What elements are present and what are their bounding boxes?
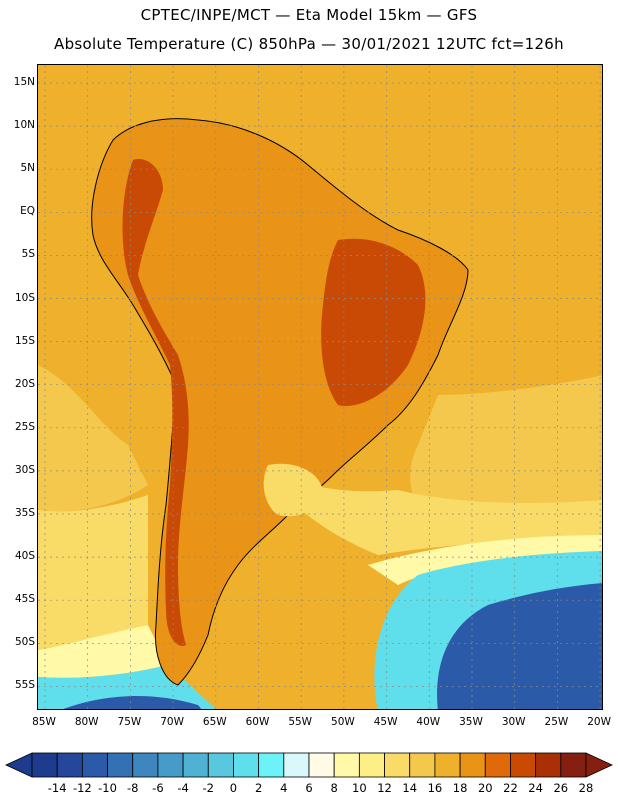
colorbar-swatch [308, 752, 335, 778]
latitude-label: 50S [14, 636, 35, 649]
latitude-label: 15S [14, 334, 35, 347]
colorbar-right-arrow [585, 752, 613, 778]
colorbar-tick-label: 18 [452, 781, 468, 795]
colorbar-swatch [333, 752, 360, 778]
colorbar-swatch [459, 752, 486, 778]
mild-ocean-region [38, 465, 602, 650]
colorbar-tick-label: 28 [578, 781, 594, 795]
colorbar [5, 752, 613, 778]
longitude-label: 40W [416, 716, 441, 728]
colorbar-swatch [535, 752, 562, 778]
colorbar-tick-label: 10 [352, 781, 367, 795]
colorbar-tick-label: 26 [553, 781, 569, 795]
colorbar-swatch [107, 752, 134, 778]
map-panel [37, 64, 603, 710]
latitude-label: 25S [14, 420, 35, 433]
longitude-label: 20W [587, 716, 611, 728]
colorbar-tick-label: 8 [330, 781, 338, 795]
colorbar-swatch [233, 752, 260, 778]
colorbar-swatch [358, 752, 385, 778]
latitude-label: 40S [14, 550, 35, 563]
rio-de-la-plata-cool-area [263, 463, 323, 517]
map-title: CPTEC/INPE/MCT — Eta Model 15km — GFS [140, 6, 478, 24]
longitude-label: 60W [245, 716, 270, 728]
colorbar-tick-label: 2 [254, 781, 263, 795]
colorbar-swatch [283, 752, 310, 778]
colorbar-swatches [31, 752, 587, 778]
colorbar-swatch [157, 752, 184, 778]
colorbar-swatch [56, 752, 83, 778]
longitude-label: 85W [32, 716, 56, 728]
latitude-label: 10N [13, 119, 35, 132]
warm-ocean-region [38, 365, 602, 535]
longitude-label: 25W [544, 716, 569, 728]
colorbar-swatch [409, 752, 436, 778]
colorbar-tick-label: -12 [72, 781, 92, 795]
colorbar-tick-label: 12 [377, 781, 392, 795]
lat-lon-grid [38, 65, 602, 709]
latitude-label: 55S [14, 679, 35, 692]
latitude-label: EQ [20, 205, 35, 218]
colorbar-tick-label: 4 [280, 781, 288, 795]
longitude-label: 55W [288, 716, 313, 728]
colorbar-tick-label: 22 [503, 781, 518, 795]
latitude-label: 35S [14, 507, 35, 519]
colorbar-swatch [384, 752, 411, 778]
latitude-label: 5N [20, 162, 35, 175]
map-subtitle: Absolute Temperature (C) 850hPa — 30/01/… [54, 35, 564, 53]
latitude-label: 10S [14, 291, 35, 304]
longitude-label: 80W [74, 716, 99, 728]
latitude-label: 20S [14, 377, 35, 390]
temperature-map [38, 65, 602, 709]
colorbar-swatch [510, 752, 537, 778]
cool-ocean-region [38, 535, 602, 678]
latitude-label: 30S [14, 463, 35, 476]
latitude-label: 15N [13, 76, 35, 88]
colorbar-tick-label: 6 [305, 781, 313, 795]
longitude-label: 65W [202, 716, 227, 728]
colorbar-swatch [434, 752, 461, 778]
colorbar-tick-label: 16 [427, 781, 443, 795]
colorbar-swatch [484, 752, 511, 778]
longitude-label: 35W [459, 716, 483, 728]
longitude-label: 30W [501, 716, 526, 728]
colorbar-swatch [258, 752, 285, 778]
colorbar-swatch [560, 752, 587, 778]
longitude-label: 50W [331, 716, 355, 728]
colorbar-tick-label: 20 [477, 781, 493, 795]
colorbar-tick-label: 14 [402, 781, 418, 795]
colorbar-tick-label: -2 [202, 781, 214, 795]
colorbar-tick-label: -6 [152, 781, 164, 795]
colorbar-tick-label: 24 [528, 781, 543, 795]
colorbar-tick-label: -8 [126, 781, 139, 795]
coldest-ocean-region [63, 583, 602, 709]
latitude-label: 45S [14, 593, 35, 606]
colorbar-swatch [132, 752, 159, 778]
longitude-label: 45W [373, 716, 398, 728]
andes-warm-band [122, 159, 426, 646]
colorbar-tick-label: -4 [177, 781, 189, 795]
latitude-label: 5S [21, 248, 35, 261]
colorbar-swatch [207, 752, 234, 778]
colorbar-left-arrow [5, 752, 33, 778]
colorbar-swatch [81, 752, 108, 778]
colorbar-tick-label: -14 [47, 781, 67, 795]
longitude-label: 70W [160, 716, 184, 728]
colorbar-tick-label: -10 [98, 781, 117, 795]
longitude-label: 75W [117, 716, 142, 728]
colorbar-tick-label: 0 [229, 781, 238, 795]
colorbar-swatch [31, 752, 58, 778]
colorbar-swatch [182, 752, 209, 778]
